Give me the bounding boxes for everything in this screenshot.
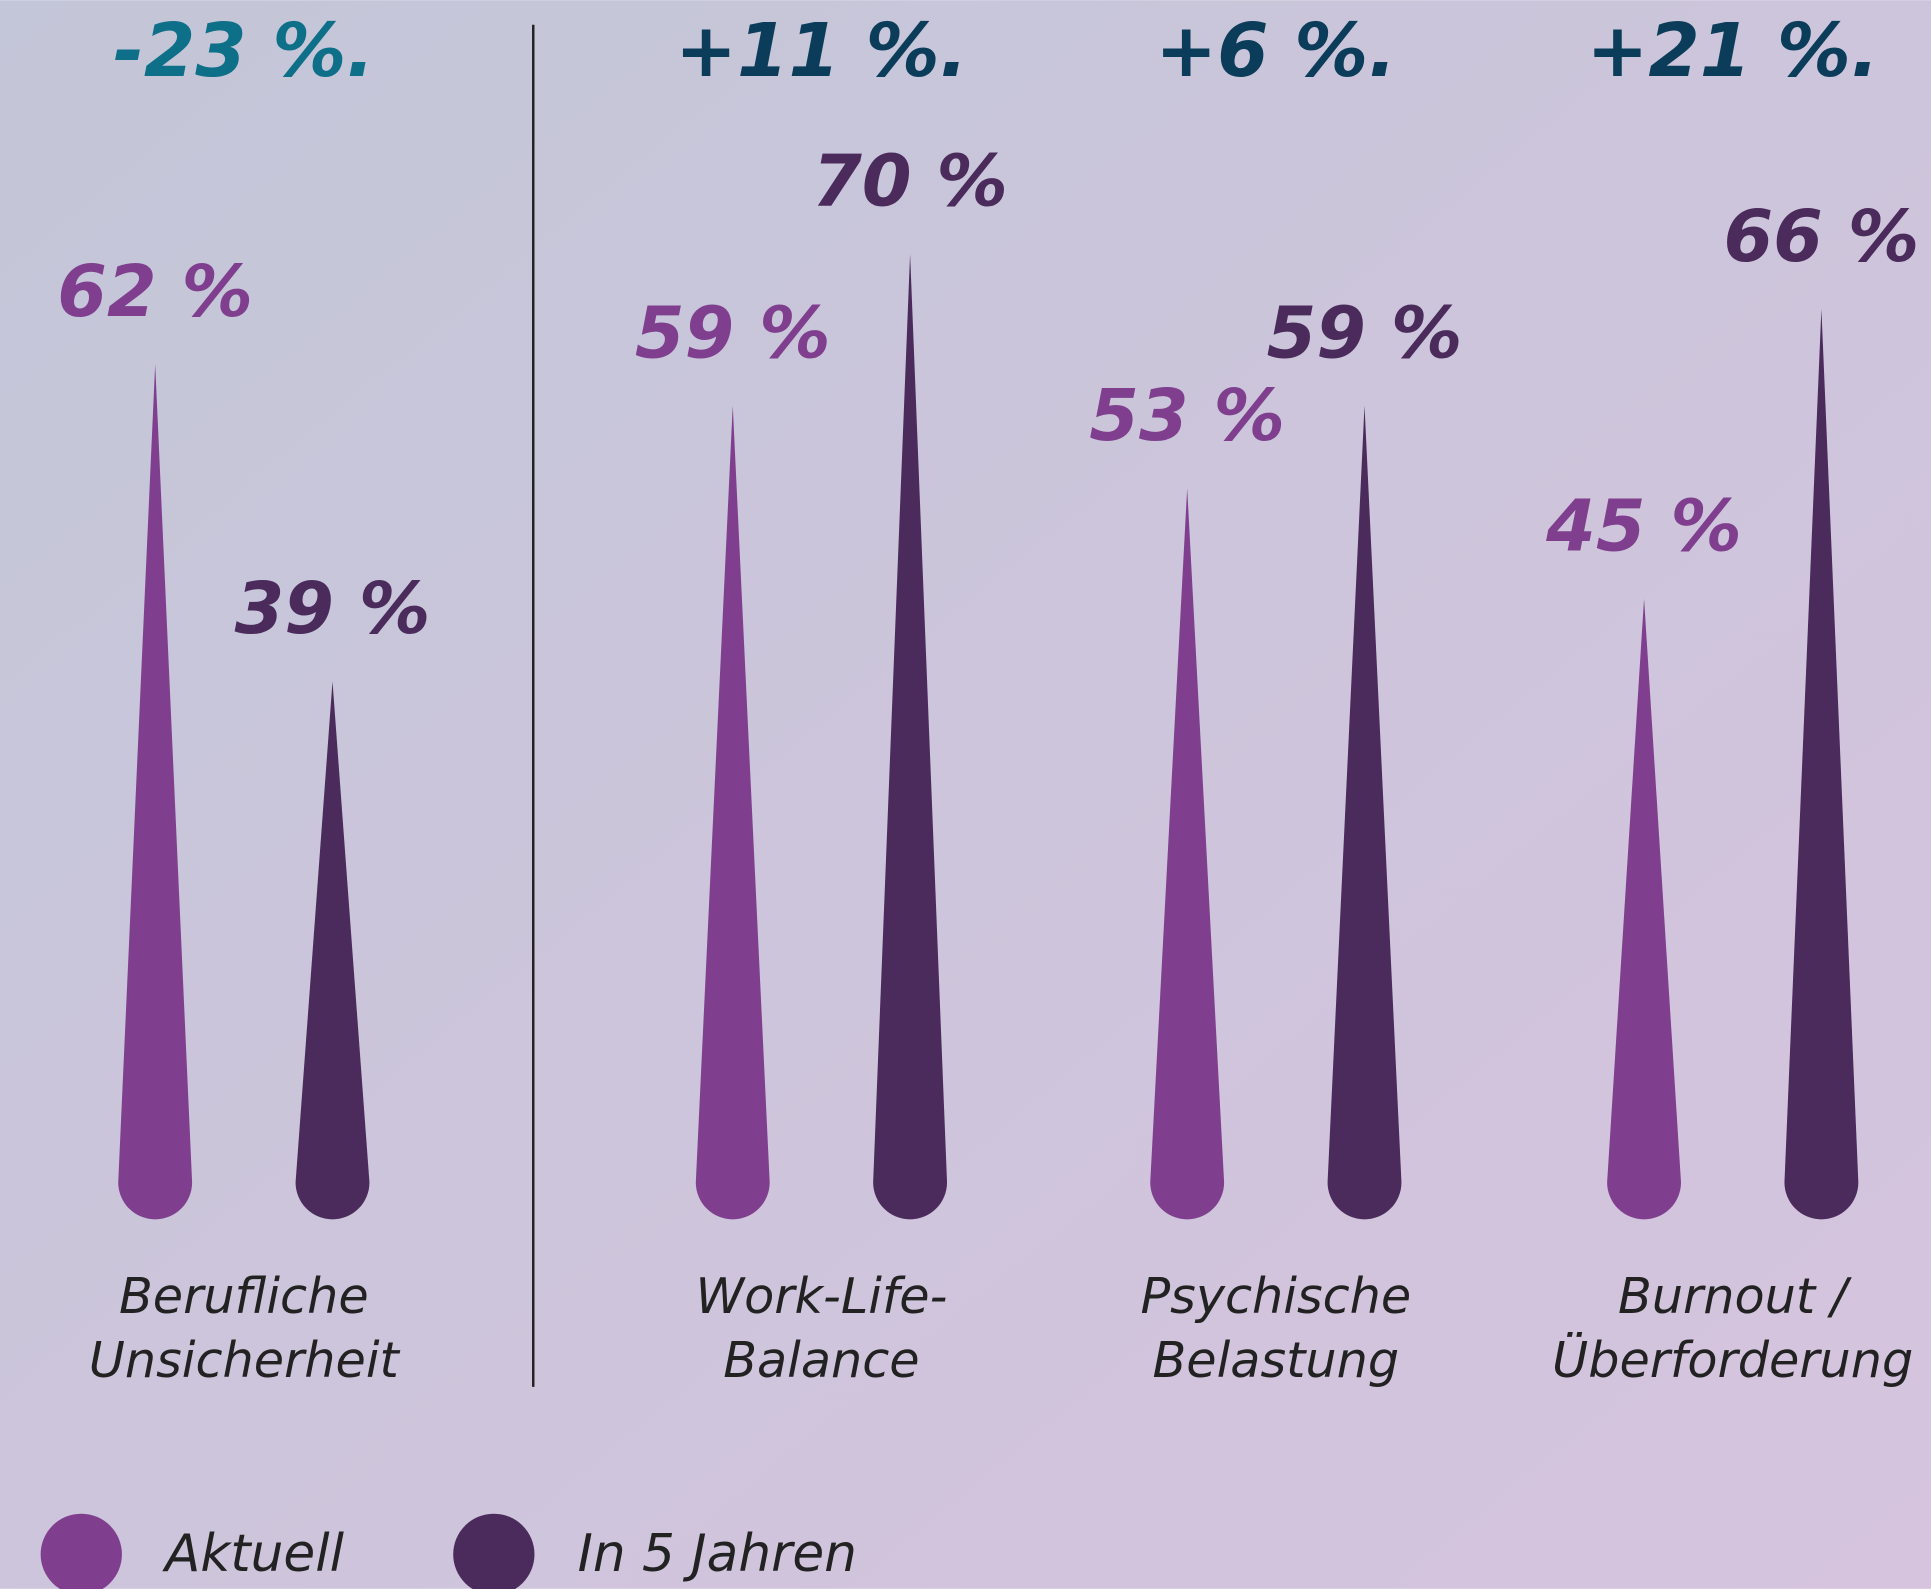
x-tick-label: Work-Life- xyxy=(695,1267,947,1325)
spike xyxy=(1784,309,1859,1220)
data-label: 59 % xyxy=(1267,291,1463,374)
x-tick-label: Belastung xyxy=(1153,1331,1400,1389)
spike xyxy=(295,681,370,1220)
data-label: 45 % xyxy=(1545,484,1742,567)
data-label: 62 % xyxy=(57,250,253,333)
spike xyxy=(1607,598,1682,1220)
data-label: 59 % xyxy=(635,291,831,374)
spike xyxy=(118,364,193,1220)
data-label: 39 % xyxy=(235,567,431,650)
data-label: 53 % xyxy=(1089,374,1285,457)
change-label: +21 %. xyxy=(1586,8,1879,94)
x-tick-label: Burnout / xyxy=(1618,1267,1853,1325)
spike xyxy=(695,405,770,1220)
legend-swatch xyxy=(40,1513,122,1589)
data-label: 66 % xyxy=(1724,195,1920,278)
change-label: +6 %. xyxy=(1155,8,1396,94)
legend-label: Aktuell xyxy=(162,1524,345,1584)
change-label: +11 %. xyxy=(675,8,968,94)
x-tick-label: Überforderung xyxy=(1552,1331,1913,1389)
x-tick-label: Balance xyxy=(723,1331,919,1389)
x-tick-label: Unsicherheit xyxy=(89,1331,401,1389)
change-label: -23 %. xyxy=(113,8,374,94)
legend-label: In 5 Jahren xyxy=(578,1524,857,1584)
x-tick-label: Psychische xyxy=(1140,1267,1411,1325)
spike xyxy=(873,253,948,1220)
x-tick-label: Berufliche xyxy=(119,1267,369,1325)
data-label: 70 % xyxy=(812,140,1008,223)
spike xyxy=(1327,405,1402,1220)
spike xyxy=(1150,488,1225,1220)
legend-swatch xyxy=(453,1513,535,1589)
